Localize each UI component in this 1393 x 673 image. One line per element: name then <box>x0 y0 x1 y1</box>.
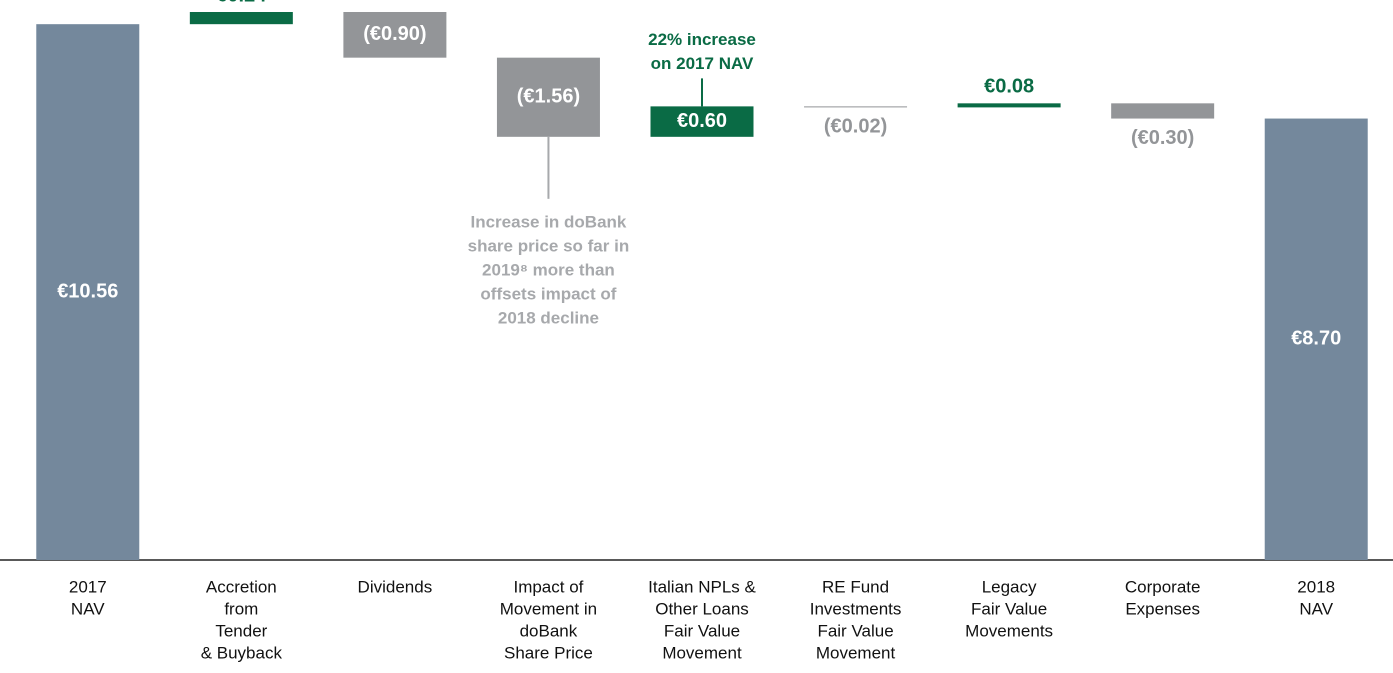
bar <box>650 106 754 137</box>
annotation: offsets impact of <box>480 284 616 303</box>
bar <box>36 24 140 560</box>
x-tick-label: Investments <box>810 599 902 618</box>
x-tick-label: 2017 <box>69 577 107 596</box>
x-tick-label: RE Fund <box>822 577 889 596</box>
bar <box>957 103 1061 108</box>
x-tick-label: Share Price <box>504 643 593 662</box>
x-tick-label: NAV <box>71 599 105 618</box>
x-tick-label: Fair Value <box>817 621 893 640</box>
x-tick-label: Movement <box>816 643 896 662</box>
annotation: on 2017 NAV <box>651 54 754 73</box>
x-tick-label: Fair Value <box>971 599 1047 618</box>
x-tick-label: Impact of <box>513 577 583 596</box>
annotation: 2018 decline <box>498 308 599 327</box>
value-label: (€0.30) <box>1131 127 1194 149</box>
annotation: 2019⁸ more than <box>482 260 615 279</box>
x-tick-label: NAV <box>1299 599 1333 618</box>
x-tick-label: Expenses <box>1125 599 1200 618</box>
x-tick-label: Other Loans <box>655 599 749 618</box>
annotation: 22% increase <box>648 30 756 49</box>
bar <box>1111 103 1215 119</box>
value-label: (€0.90) <box>363 23 426 45</box>
value-label: €8.70 <box>1291 328 1341 350</box>
annotation: share price so far in <box>468 236 630 255</box>
x-tick-label: Tender <box>215 621 267 640</box>
bar <box>1264 118 1368 561</box>
bar <box>343 12 447 58</box>
x-tick-label: from <box>224 599 258 618</box>
value-label: (€0.02) <box>824 116 887 138</box>
x-tick-label: & Buyback <box>201 643 283 662</box>
x-tick-label: Italian NPLs & <box>648 577 756 596</box>
annotation: Increase in doBank <box>470 212 626 231</box>
value-label: €0.60 <box>677 110 727 132</box>
bar <box>189 12 293 25</box>
x-tick-label: Accretion <box>206 577 277 596</box>
value-label: €10.56 <box>57 280 118 302</box>
x-tick-label: Movement in <box>500 599 597 618</box>
x-tick-label: Fair Value <box>664 621 740 640</box>
x-tick-label: 2018 <box>1297 577 1335 596</box>
x-tick-label: Movements <box>965 621 1053 640</box>
value-label: €0.08 <box>984 76 1034 98</box>
x-tick-label: doBank <box>520 621 578 640</box>
value-label: (€1.56) <box>517 86 580 108</box>
value-label: €0.24 <box>216 0 267 6</box>
bar <box>496 57 600 137</box>
x-tick-label: Movement <box>662 643 742 662</box>
bar <box>804 106 908 108</box>
x-tick-label: Dividends <box>358 577 433 596</box>
x-tick-label: Legacy <box>982 577 1037 596</box>
x-tick-label: Corporate <box>1125 577 1201 596</box>
